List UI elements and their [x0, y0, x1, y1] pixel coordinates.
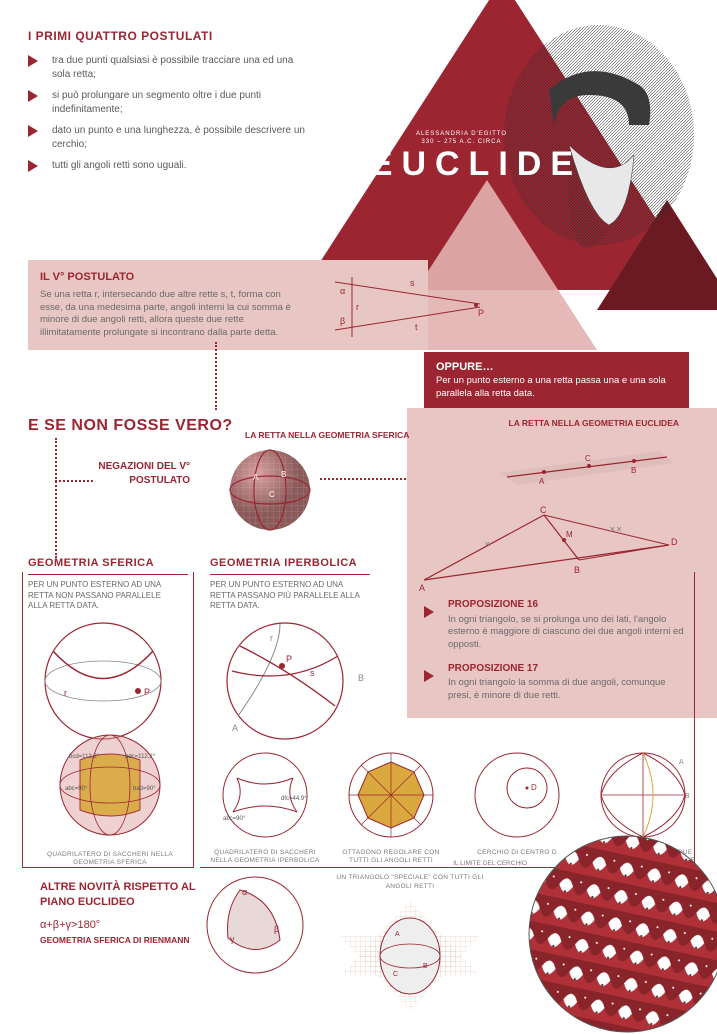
svg-text:✕: ✕ — [484, 540, 491, 549]
svg-text:t: t — [415, 322, 418, 332]
postulato-item: dato un punto e una lunghezza, è possibi… — [28, 124, 338, 151]
triangle-bullet-icon — [28, 160, 38, 172]
svg-text:C: C — [393, 971, 398, 978]
negazioni-label: NEGAZIONI DEL V° POSTULATO — [90, 460, 190, 487]
postulato-item: si può prolungare un segmento oltre i du… — [28, 89, 338, 116]
postulato-item: tutti gli angoli retti sono uguali. — [28, 159, 338, 173]
retta-euclidea-label: LA RETTA NELLA GEOMETRIA EUCLIDEA — [509, 418, 679, 429]
svg-text:B: B — [281, 470, 286, 479]
svg-text:s: s — [410, 278, 415, 288]
v-postulato-text: Se una retta r, intersecando due altre r… — [40, 289, 300, 340]
dotted-connector — [55, 438, 57, 558]
postulato-item: tra due punti qualsiasi è possibile trac… — [28, 54, 338, 81]
svg-text:C: C — [540, 505, 547, 515]
altre-formula-sub: GEOMETRIA SFERICA DI RIENMANN — [40, 935, 200, 946]
svg-text:β: β — [274, 924, 279, 934]
altre-title: ALTRE NOVITÀ RISPETTO AL PIANO EUCLIDEO — [40, 880, 200, 910]
escher-circle-limit — [527, 834, 717, 1034]
triangle-bullet-icon — [28, 90, 38, 102]
svg-text:C: C — [269, 490, 275, 499]
postulati-title: I PRIMI QUATTRO POSTULATI — [28, 28, 338, 44]
hero-title: EUCLIDE — [370, 142, 582, 188]
oppure-text: Per un punto esterno a una retta passa u… — [436, 375, 677, 401]
svg-text:A: A — [253, 473, 259, 482]
svg-text:D: D — [671, 537, 678, 547]
svg-text:β: β — [340, 316, 345, 326]
svg-text:bcd=112.2°: bcd=112.2° — [69, 754, 100, 760]
retta-sferica-label: LA RETTA NELLA GEOMETRIA SFERICA — [245, 430, 409, 441]
postulati-block: I PRIMI QUATTRO POSTULATI tra due punti … — [28, 28, 338, 181]
svg-text:γ: γ — [230, 934, 235, 944]
svg-text:dfc=44.9°: dfc=44.9° — [281, 796, 307, 802]
svg-text:adc=112.2°: adc=112.2° — [125, 754, 156, 760]
svg-text:B: B — [423, 963, 428, 970]
triangle-bullet-icon — [28, 55, 38, 67]
special-triangle-diagram: A B C — [335, 896, 485, 1016]
limite-caption: IL LIMITE DEL CERCHIO — [453, 860, 527, 869]
svg-text:M: M — [566, 530, 573, 539]
ottagono: OTTAGONO REGOLARE CON TUTTI GLI ANGOLI R… — [336, 750, 446, 875]
svg-text:α: α — [242, 887, 247, 897]
svg-text:B: B — [631, 466, 636, 475]
svg-text:D: D — [531, 783, 537, 792]
svg-text:α: α — [340, 286, 345, 296]
svg-text:A: A — [395, 931, 400, 938]
sphere-diagram: A B C — [225, 445, 315, 535]
dotted-connector — [55, 480, 93, 482]
saccheri-sferica-diagram: abc=90° bad=90° bcd=112.2° adc=112.2° — [45, 730, 175, 840]
altre-formula: α+β+γ>180° — [40, 918, 200, 933]
saccheri-iper: abc=90° dfc=44.9° QUADRILATERO DI SACCHE… — [210, 750, 320, 875]
triangle-bullet-icon — [28, 125, 38, 137]
v-postulato-diagram: α β r s t P — [330, 272, 485, 342]
svg-text:abc=90°: abc=90° — [65, 786, 88, 792]
altre-novita: ALTRE NOVITÀ RISPETTO AL PIANO EUCLIDEO … — [40, 880, 200, 946]
dotted-connector — [215, 342, 217, 410]
svg-text:A: A — [539, 477, 545, 486]
svg-text:r: r — [356, 302, 359, 312]
svg-text:C: C — [585, 454, 591, 463]
svg-text:bad=90°: bad=90° — [133, 786, 156, 792]
tri-speciale-caption: UN TRIANGOLO "SPECIALE" CON TUTTI GLI AN… — [330, 874, 490, 892]
svg-text:A: A — [679, 759, 684, 766]
oppure-box: OPPURE… Per un punto esterno a una retta… — [424, 352, 689, 408]
svg-text:B: B — [685, 793, 690, 800]
question-title: E SE NON FOSSE VERO? — [28, 415, 233, 437]
oppure-title: OPPURE… — [436, 360, 677, 375]
saccheri-sferica: abc=90° bad=90° bcd=112.2° adc=112.2° QU… — [40, 730, 180, 868]
sphere-triangle-diagram: α β γ — [200, 870, 310, 980]
euclidean-line-diagram: A C B — [489, 435, 679, 490]
svg-text:abc=90°: abc=90° — [223, 816, 246, 822]
svg-text:P: P — [478, 308, 484, 318]
svg-text:✕✕: ✕✕ — [609, 525, 622, 534]
